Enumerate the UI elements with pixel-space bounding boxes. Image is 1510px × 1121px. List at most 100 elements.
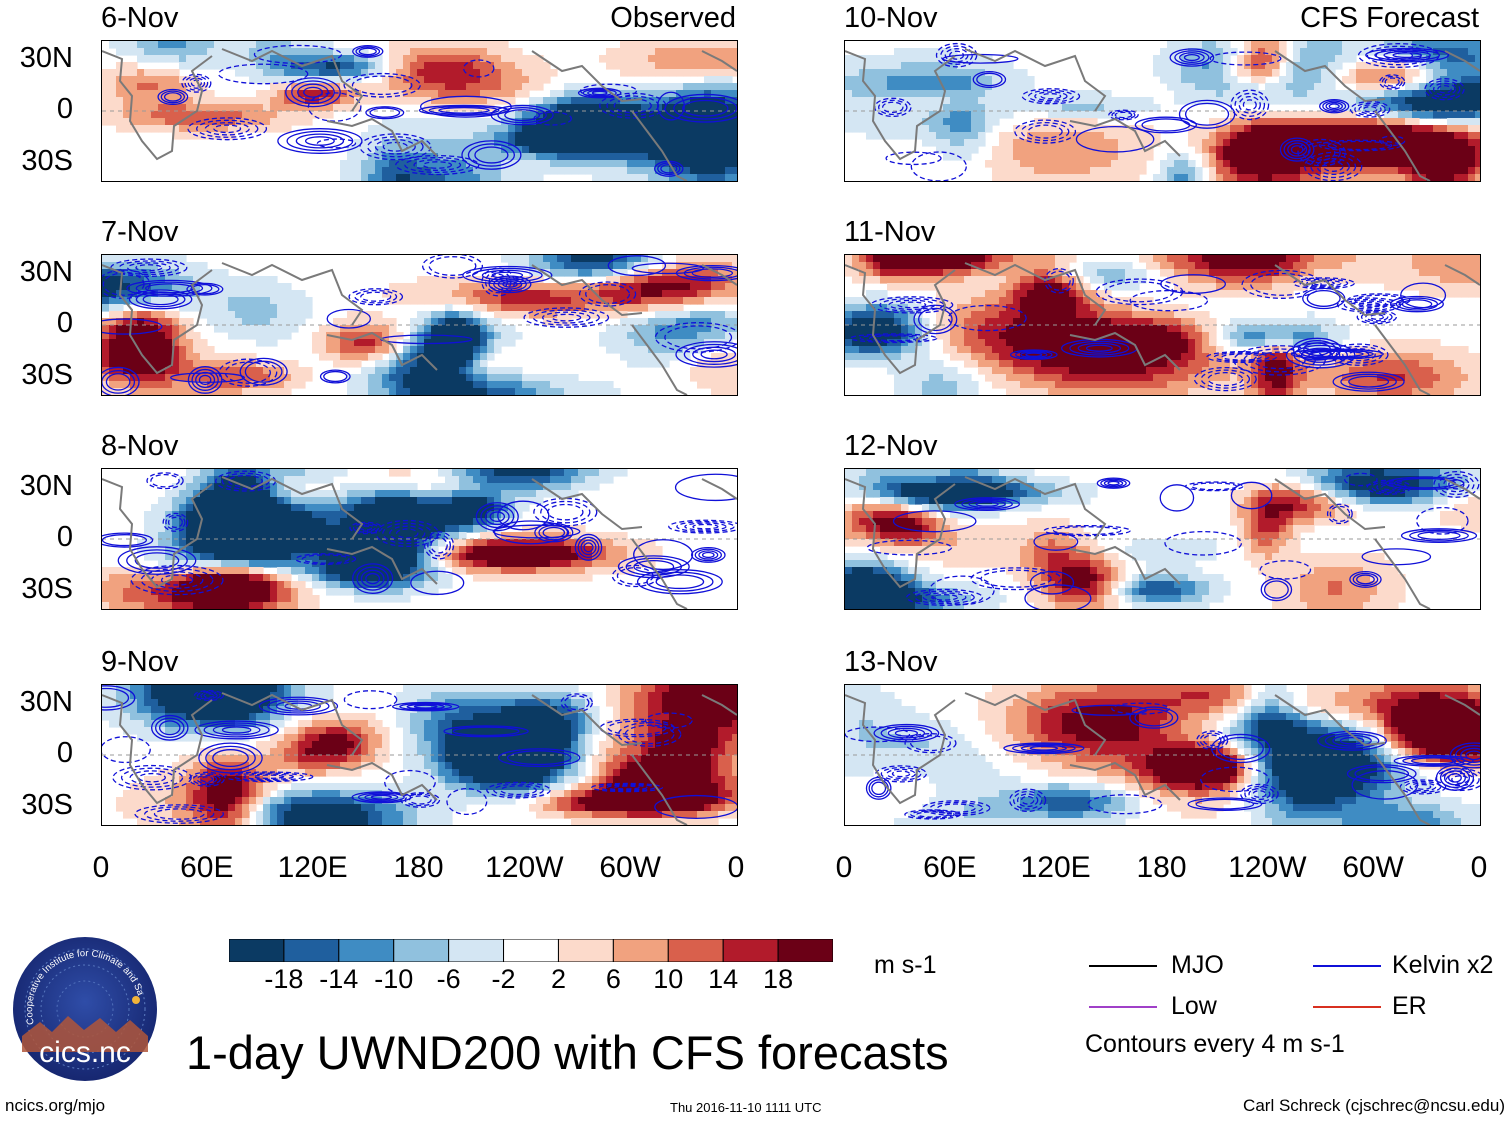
field-cell <box>179 297 187 305</box>
field-cell <box>424 567 432 575</box>
kelvin-contour <box>490 104 554 126</box>
field-cell <box>389 118 397 126</box>
field-cell <box>263 511 271 519</box>
field-cell <box>116 374 124 382</box>
field-cell <box>235 553 243 561</box>
field-cell <box>200 511 208 519</box>
field-cell <box>473 699 481 707</box>
field-cell <box>312 532 320 540</box>
field-cell <box>522 160 530 168</box>
field-cell <box>445 97 453 105</box>
coastline <box>102 50 213 161</box>
field-cell <box>277 490 285 498</box>
field-cell <box>165 111 173 119</box>
kelvin-contour <box>218 63 309 85</box>
field-cell <box>557 269 565 277</box>
field-cell <box>557 318 565 326</box>
field-cell <box>382 741 390 749</box>
field-cell <box>319 490 327 498</box>
field-cell <box>305 55 313 63</box>
field-cell <box>697 160 705 168</box>
field-cell <box>249 518 257 526</box>
field-cell <box>123 104 131 112</box>
field-cell <box>585 290 593 298</box>
field-cell <box>606 762 614 770</box>
field-cell <box>438 346 446 354</box>
field-cell <box>522 553 530 561</box>
field-cell <box>522 90 530 98</box>
field-cell <box>200 132 208 140</box>
field-cell <box>571 574 579 582</box>
field-cell <box>354 546 362 554</box>
field-cell <box>683 62 691 70</box>
field-cell <box>186 699 194 707</box>
field-cell <box>522 153 530 161</box>
map-panel <box>101 468 738 610</box>
field-cell <box>704 720 712 728</box>
field-cell <box>102 83 110 91</box>
kelvin-contour <box>319 369 351 384</box>
field-cell <box>137 374 145 382</box>
field-cell <box>284 539 292 547</box>
field-cell <box>438 483 446 491</box>
field-cell <box>221 297 229 305</box>
field-cell <box>319 83 327 91</box>
field-cell <box>508 339 516 347</box>
field-cell <box>585 692 593 700</box>
field-cell <box>718 118 726 126</box>
field-cell <box>396 525 404 533</box>
field-cell <box>172 318 180 326</box>
field-cell <box>382 497 390 505</box>
field-cell <box>172 76 180 84</box>
field-cell <box>214 381 222 389</box>
field-cell <box>508 762 516 770</box>
field-cell <box>711 76 719 84</box>
field-cell <box>298 367 306 375</box>
field-cell <box>669 125 677 133</box>
field-cell <box>543 741 551 749</box>
field-cell <box>424 720 432 728</box>
field-cell <box>641 325 649 333</box>
field-cell <box>704 755 712 763</box>
field-cell <box>361 595 369 603</box>
field-cell <box>116 388 124 395</box>
field-cell <box>501 83 509 91</box>
field-cell <box>480 685 488 693</box>
field-cell <box>480 560 488 568</box>
field-cell <box>585 574 593 582</box>
field-cell <box>102 567 110 575</box>
field-cell <box>494 381 502 389</box>
field-cell <box>116 311 124 319</box>
field-cell <box>137 734 145 742</box>
field-cell <box>501 741 509 749</box>
field-cell <box>669 48 677 56</box>
field-cell <box>102 353 110 361</box>
field-cell <box>368 755 376 763</box>
field-cell <box>718 353 726 361</box>
field-cell <box>732 685 737 693</box>
field-cell <box>403 518 411 526</box>
field-cell <box>690 339 698 347</box>
field-cell <box>725 41 733 49</box>
field-cell <box>123 269 131 277</box>
panel-date-label: 6-Nov <box>101 2 179 34</box>
field-cell <box>368 511 376 519</box>
field-cell <box>333 325 341 333</box>
field-cell <box>431 132 439 140</box>
field-cell <box>732 727 737 735</box>
field-cell <box>186 692 194 700</box>
field-cell <box>277 741 285 749</box>
field-cell <box>207 532 215 540</box>
field-cell <box>340 332 348 340</box>
field-cell <box>634 713 642 721</box>
field-cell <box>424 41 432 49</box>
field-cell <box>242 539 250 547</box>
field-cell <box>256 339 264 347</box>
field-cell <box>417 346 425 354</box>
field-cell <box>179 111 187 119</box>
field-cell <box>711 367 719 375</box>
field-cell <box>256 90 264 98</box>
field-cell <box>214 276 222 284</box>
field-cell <box>319 325 327 333</box>
field-cell <box>200 483 208 491</box>
